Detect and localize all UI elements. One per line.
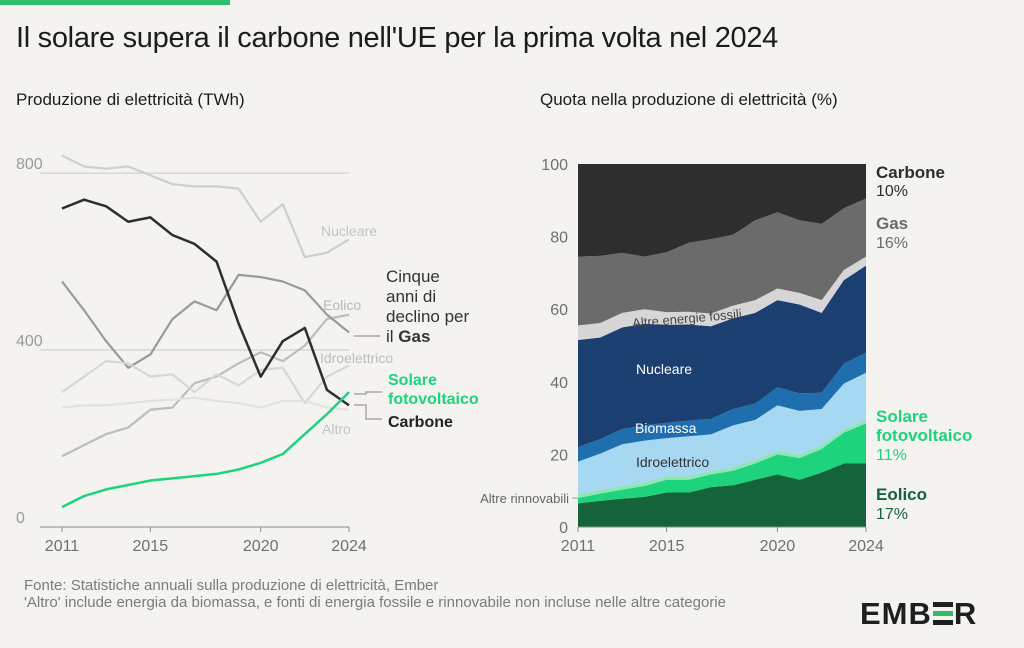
series-line-idroelettrico bbox=[61, 360, 350, 405]
label-solar-1: Solare bbox=[388, 372, 437, 389]
area-solare-fotovoltaico bbox=[578, 423, 866, 504]
logo-text-2: R bbox=[953, 596, 978, 631]
x-tick-label: 2015 bbox=[649, 538, 685, 555]
area-idroelettrico bbox=[578, 372, 866, 495]
x-tick-label: 2015 bbox=[133, 538, 169, 555]
series-line-eolico bbox=[61, 313, 350, 458]
x-tick-label: 2024 bbox=[331, 538, 367, 555]
page-title: Il solare supera il carbone nell'UE per … bbox=[16, 22, 779, 54]
series-line-carbone bbox=[61, 198, 350, 407]
area-eolico bbox=[578, 463, 866, 527]
label-other: Altro bbox=[322, 421, 351, 437]
x-tick-label: 2020 bbox=[760, 538, 796, 555]
area-biomassa bbox=[578, 352, 866, 462]
accent-bar bbox=[0, 0, 230, 5]
label-nuclear-share: Nucleare bbox=[636, 361, 692, 377]
x-tick-label: 2020 bbox=[243, 538, 279, 555]
y-tick-label: 400 bbox=[16, 333, 43, 350]
series-line-solare-fotovoltaico bbox=[61, 391, 350, 509]
label-hydro: Idroelettrico bbox=[320, 350, 393, 366]
ember-logo: EMB R bbox=[860, 596, 977, 632]
label-coal: Carbone bbox=[388, 414, 453, 431]
x-tick-label: 2011 bbox=[561, 538, 596, 555]
annotation-gas-bold: Gas bbox=[398, 327, 430, 346]
solar-leader bbox=[354, 391, 382, 395]
area-altre-energie-fossili bbox=[578, 256, 866, 341]
y-tick-label: 20 bbox=[550, 447, 568, 464]
annotation-line-4: il Gas bbox=[386, 327, 430, 346]
end-value-solar: 11% bbox=[876, 447, 907, 464]
area-gas bbox=[578, 198, 866, 326]
annotation-line-3: declino per bbox=[386, 307, 470, 326]
annotation-line-4-text: il bbox=[386, 327, 398, 346]
coal-leader bbox=[354, 404, 382, 420]
y-tick-label: 60 bbox=[550, 302, 568, 319]
series-line-gas bbox=[61, 273, 350, 369]
label-nuclear: Nucleare bbox=[321, 223, 377, 239]
y-tick-label: 100 bbox=[541, 157, 568, 174]
left-chart-title: Produzione di elettricità (TWh) bbox=[16, 90, 245, 109]
label-wind: Eolico bbox=[323, 297, 361, 313]
y-tick-label: 40 bbox=[550, 375, 568, 392]
other-note: 'Altro' include energia da biomassa, e f… bbox=[24, 594, 726, 611]
y-tick-label: 0 bbox=[559, 520, 568, 537]
label-biomass: Biomassa bbox=[635, 420, 697, 436]
area-carbone bbox=[578, 164, 866, 257]
x-tick-label: 2024 bbox=[848, 538, 884, 555]
end-label-gas: Gas bbox=[876, 214, 908, 233]
end-value-coal: 10% bbox=[876, 183, 908, 200]
y-tick-label: 0 bbox=[16, 510, 25, 527]
end-label-solar-1: Solare bbox=[876, 407, 928, 426]
x-tick-label: 2011 bbox=[45, 538, 80, 555]
series-line-nucleare bbox=[61, 154, 350, 259]
end-value-gas: 16% bbox=[876, 235, 908, 252]
area-nucleare bbox=[578, 265, 866, 448]
end-label-solar-2: fotovoltaico bbox=[876, 426, 972, 445]
area-altre-rinnovabili bbox=[578, 419, 866, 498]
source-note: Fonte: Statistiche annuali sulla produzi… bbox=[24, 577, 439, 594]
logo-text-1: EMB bbox=[860, 596, 932, 631]
annotation-line-1: Cinque bbox=[386, 267, 440, 286]
series-line-altro bbox=[61, 396, 350, 411]
label-hydro-share: Idroelettrico bbox=[636, 454, 709, 470]
annotation-line-2: anni di bbox=[386, 287, 436, 306]
y-tick-label: 80 bbox=[550, 230, 568, 247]
right-chart-title: Quota nella produzione di elettricità (%… bbox=[540, 90, 838, 109]
label-solar-2: fotovoltaico bbox=[388, 391, 479, 408]
footnote: Fonte: Statistiche annuali sulla produzi… bbox=[24, 577, 824, 611]
logo-e-mark bbox=[932, 602, 953, 625]
end-label-coal: Carbone bbox=[876, 163, 945, 182]
end-value-wind: 17% bbox=[876, 506, 908, 523]
end-label-wind: Eolico bbox=[876, 485, 927, 504]
label-other-renewables: Altre rinnovabili bbox=[480, 491, 569, 506]
y-tick-label: 800 bbox=[16, 156, 43, 173]
